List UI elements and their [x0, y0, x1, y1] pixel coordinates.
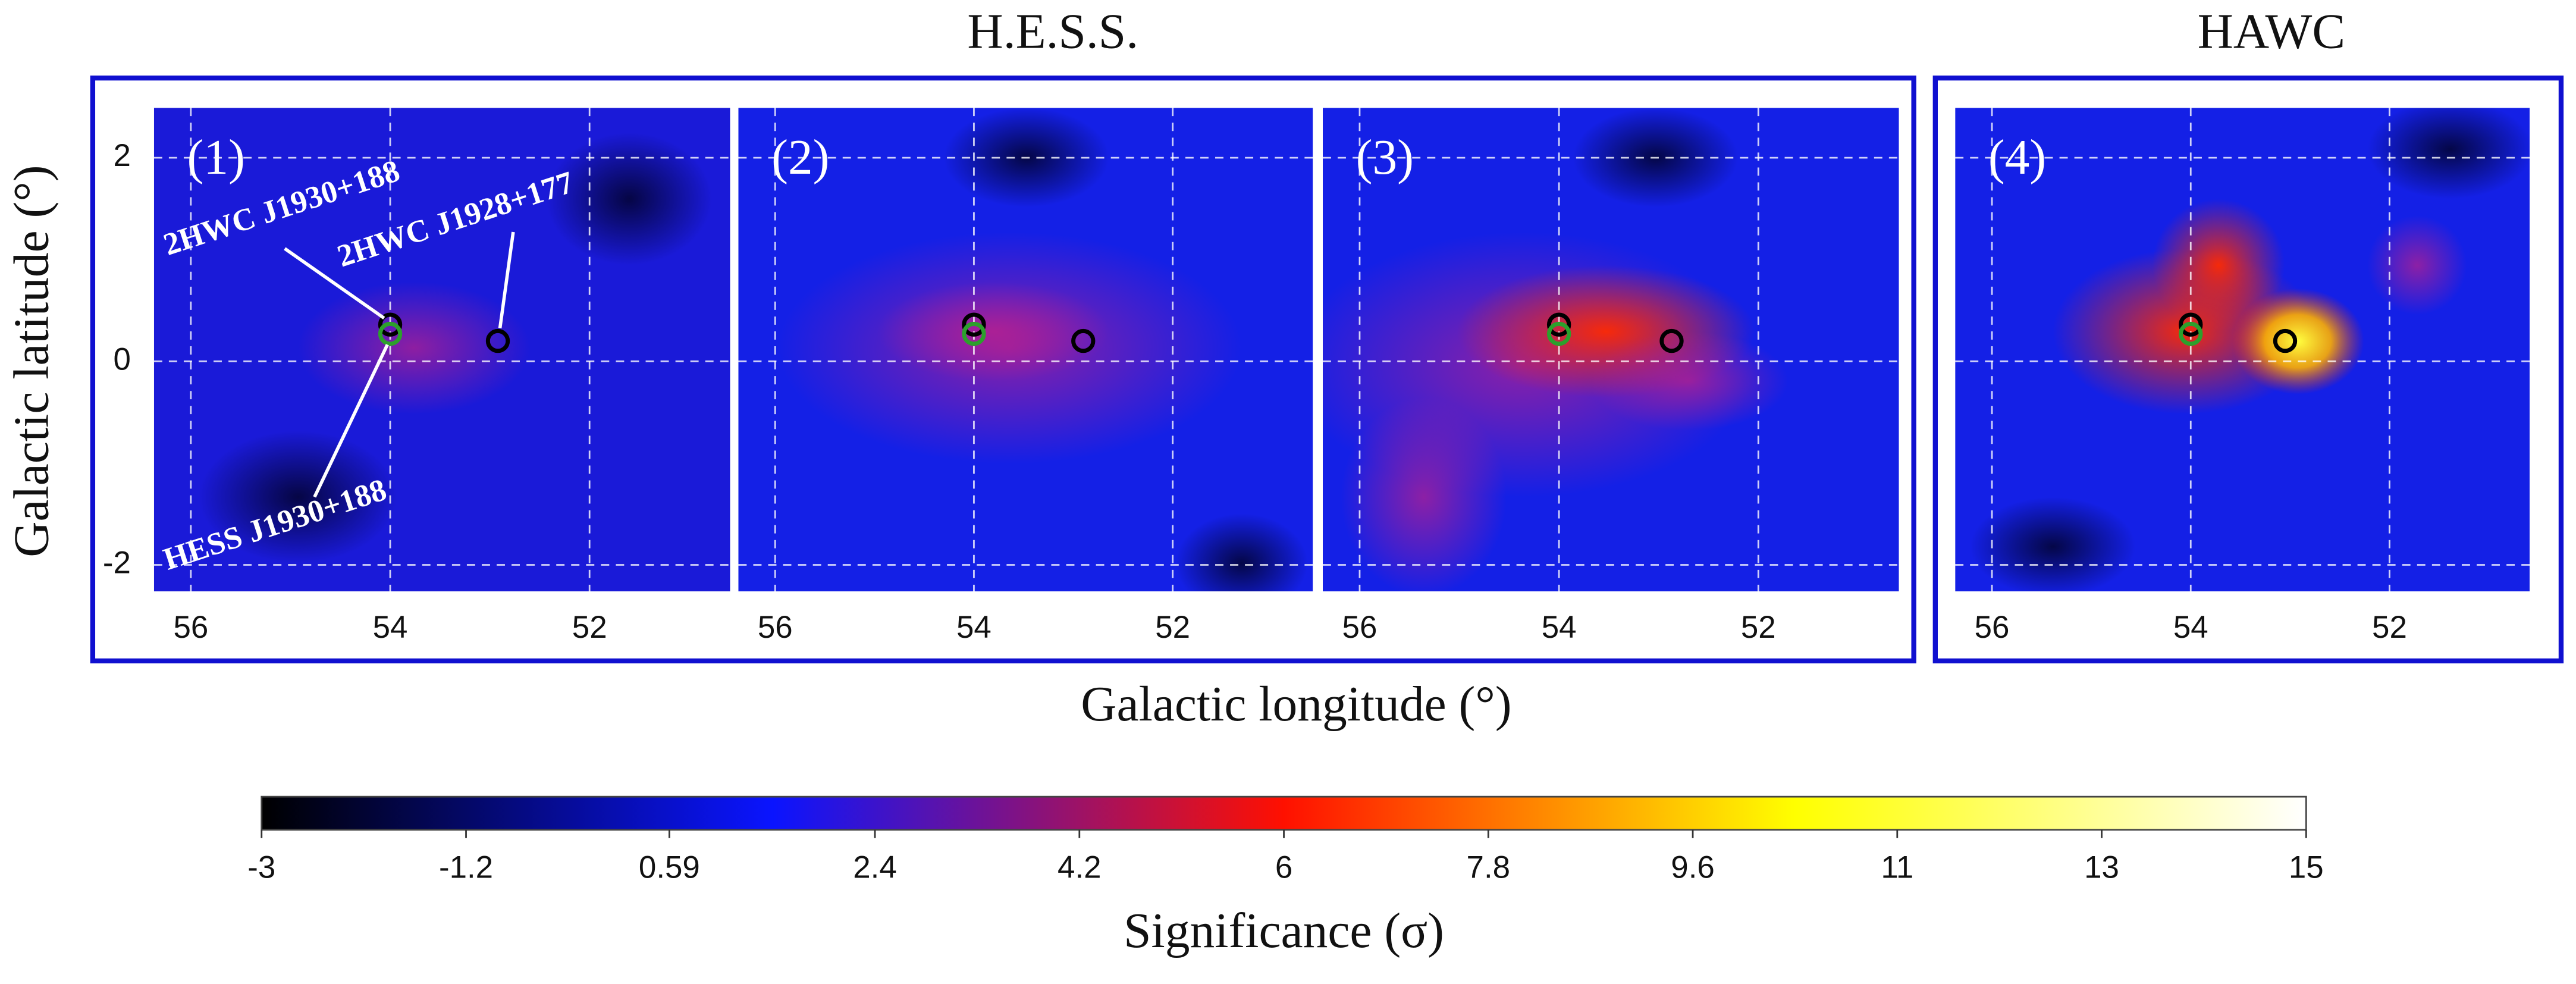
group-frame: [1932, 75, 2564, 664]
group-title: H.E.S.S.: [967, 5, 1138, 59]
x-tick-label: 56: [758, 610, 793, 645]
x-tick-label: 54: [2173, 610, 2208, 645]
source-marker: [1659, 328, 1684, 353]
source-marker: [1546, 312, 1571, 337]
source-marker: [962, 321, 986, 346]
group-title: HAWC: [2198, 5, 2345, 59]
annotation-line: [313, 344, 389, 498]
x-tick-label: 52: [1741, 610, 1776, 645]
source-marker: [2179, 321, 2203, 346]
x-tick-label: 54: [1542, 610, 1577, 645]
panel-label: (1): [187, 130, 245, 185]
colorbar-tick-label: 11: [1881, 850, 1913, 885]
source-marker: [2179, 312, 2203, 337]
x-tick-label: 52: [1155, 610, 1190, 645]
colorbar: [261, 795, 2307, 831]
colorbar-tick-label: 15: [2289, 850, 2324, 885]
x-tick-label: 54: [373, 610, 408, 645]
x-tick-label: 56: [1975, 610, 2010, 645]
x-tick-label: 52: [2372, 610, 2407, 645]
colorbar-tick-label: 4.2: [1058, 850, 1102, 885]
map: [1322, 108, 1899, 592]
x-tick-label: 56: [173, 610, 208, 645]
group-frame: [90, 75, 1916, 664]
x-tick-label: 52: [572, 610, 607, 645]
source-marker: [1071, 328, 1096, 353]
source-marker: [378, 321, 403, 346]
colorbar-tick-label: 13: [2084, 850, 2119, 885]
colorbar-tick-label: 0.59: [639, 850, 700, 885]
colorbar-tick-label: 2.4: [853, 850, 897, 885]
panel-label: (2): [771, 130, 829, 185]
colorbar-tick-label: 9.6: [1671, 850, 1715, 885]
map: [1955, 108, 2530, 592]
colorbar-tick-label: 7.8: [1467, 850, 1511, 885]
y-tick-label: 2: [113, 138, 130, 173]
panel-label: (4): [1988, 130, 2046, 185]
colorbar-label: Significance (σ): [1124, 904, 1444, 958]
plots: 56 54 52 2 0 -2 (1) 56 54 52 (2) 56 54 52 (3) 56 54 52 (4)…: [103, 108, 2530, 958]
source-marker: [962, 312, 986, 337]
colorbar-tick-label: -3: [247, 850, 275, 885]
source-marker: [2273, 328, 2298, 353]
annotation-line: [498, 231, 515, 328]
y-tick-label: 0: [113, 341, 130, 377]
map: [153, 108, 730, 592]
y-axis-label: Galactic latitude (°): [4, 165, 59, 557]
colorbar-tick-label: -1.2: [439, 850, 493, 885]
annotation-line: [284, 247, 385, 320]
source-marker: [1546, 321, 1571, 346]
colorbar-tick-label: 6: [1275, 850, 1292, 885]
x-tick-label: 54: [956, 610, 992, 645]
panel-label: (3): [1356, 130, 1414, 185]
source-marker: [378, 312, 403, 337]
x-tick-label: 56: [1342, 610, 1378, 645]
y-tick-label: -2: [103, 545, 131, 580]
source-marker: [485, 328, 510, 353]
x-axis-label: Galactic longitude (°): [1081, 677, 1511, 732]
